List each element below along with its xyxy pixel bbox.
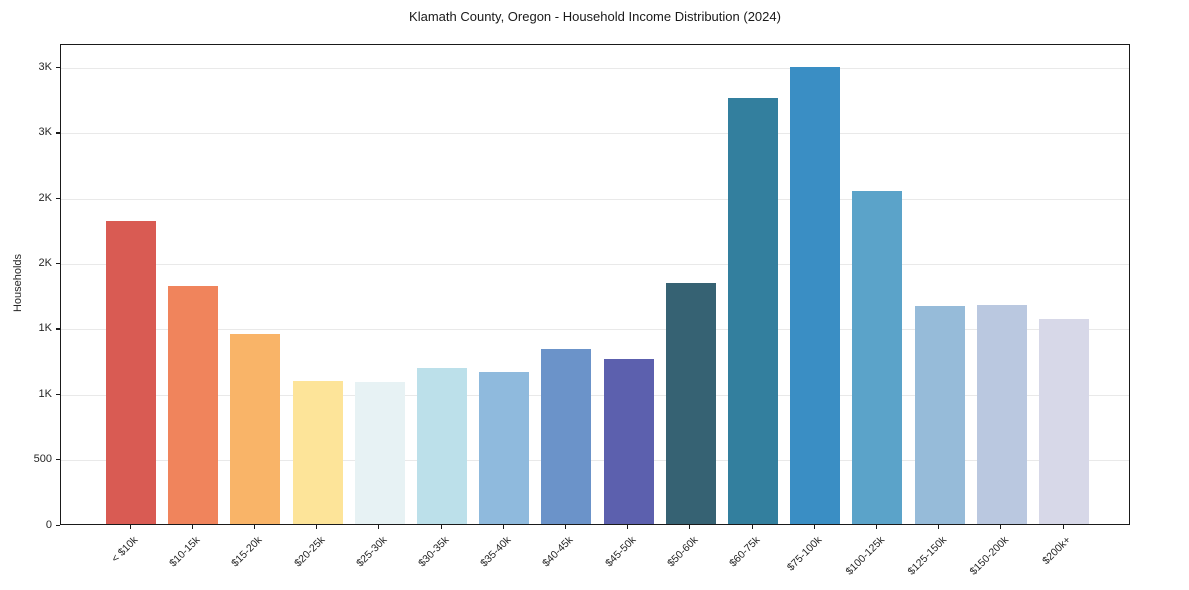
bar-60-75k	[728, 97, 778, 524]
y-tick-mark	[56, 393, 60, 395]
bar-100-125k	[852, 191, 903, 524]
y-tick-label: 1K	[38, 387, 52, 400]
bar-150-200k	[976, 305, 1027, 524]
x-tick-mark	[875, 525, 878, 529]
x-tick-label: $35-40k	[478, 534, 514, 570]
y-tick-label: 500	[33, 453, 52, 466]
x-tick-mark	[316, 525, 318, 529]
x-tick-label: < $10k	[109, 534, 141, 565]
bar-45-50k	[603, 358, 654, 524]
bar-25-30k	[354, 381, 405, 524]
x-tick-mark	[1062, 525, 1064, 529]
x-tick-label: $10-15k	[167, 534, 203, 570]
bar-20-25k	[292, 380, 343, 524]
bar-35-40k	[479, 372, 530, 524]
x-tick-mark	[378, 525, 380, 529]
x-tick-label: $125-150k	[905, 534, 950, 578]
gridline-3K	[61, 68, 1129, 70]
x-tick-mark	[129, 525, 131, 529]
x-tick-label: $30-35k	[416, 534, 452, 570]
x-tick-label: $25-30k	[353, 534, 390, 570]
x-tick-label: $150-200k	[967, 534, 1012, 578]
x-tick-mark	[938, 525, 940, 529]
bar-75-100k	[790, 66, 841, 524]
gridline-3K	[61, 133, 1129, 135]
x-tick-label: $45-50k	[602, 534, 639, 570]
y-tick-mark	[56, 197, 60, 199]
y-tick-mark	[56, 67, 60, 69]
x-tick-mark	[627, 525, 629, 529]
chart-title: Klamath County, Oregon - Household Incom…	[409, 9, 781, 24]
bar-30-35k	[417, 368, 467, 524]
x-tick-mark	[440, 525, 442, 529]
y-tick-mark	[56, 132, 60, 134]
bar-10-15k	[168, 286, 219, 524]
x-tick-mark	[1000, 525, 1002, 529]
gridline-2K	[61, 264, 1129, 266]
x-tick-label: $20-25k	[291, 534, 328, 570]
y-tick-mark	[56, 328, 60, 330]
x-tick-label: $40-45k	[540, 534, 576, 570]
x-tick-mark	[253, 525, 256, 529]
x-tick-mark	[502, 525, 504, 529]
bar-200k	[1039, 318, 1089, 524]
x-tick-mark	[191, 525, 193, 529]
y-tick-mark	[56, 524, 60, 526]
bar-15-20k	[230, 334, 281, 524]
gridline-1K	[61, 329, 1129, 331]
x-tick-mark	[751, 525, 753, 529]
y-tick-label: 3K	[38, 126, 52, 139]
bar-125-150k	[914, 306, 965, 524]
y-axis-label: Households	[12, 253, 24, 313]
y-tick-label: 0	[45, 518, 52, 531]
x-tick-mark	[564, 525, 567, 529]
gridline-2K	[61, 198, 1129, 200]
x-tick-label: $200k+	[1040, 534, 1074, 568]
x-tick-label: $15-20k	[229, 534, 265, 570]
y-tick-mark	[56, 263, 60, 265]
y-tick-label: 2K	[38, 257, 52, 270]
x-tick-label: $60-75k	[727, 534, 763, 570]
x-tick-label: $75-100k	[785, 534, 825, 574]
gridline-1K	[61, 394, 1129, 396]
x-tick-mark	[689, 525, 691, 529]
bar-40-45k	[541, 348, 592, 524]
gridline-500	[61, 460, 1129, 462]
y-tick-label: 2K	[38, 191, 52, 204]
y-tick-label: 1K	[38, 322, 52, 335]
y-tick-label: 3K	[38, 61, 52, 74]
bar-50-60k	[665, 282, 716, 524]
x-tick-label: $100-125k	[843, 534, 887, 578]
x-tick-mark	[813, 525, 815, 529]
y-tick-mark	[56, 459, 60, 461]
x-tick-label: $50-60k	[664, 534, 701, 570]
plot-area	[60, 44, 1130, 525]
bar-10k	[106, 220, 156, 524]
